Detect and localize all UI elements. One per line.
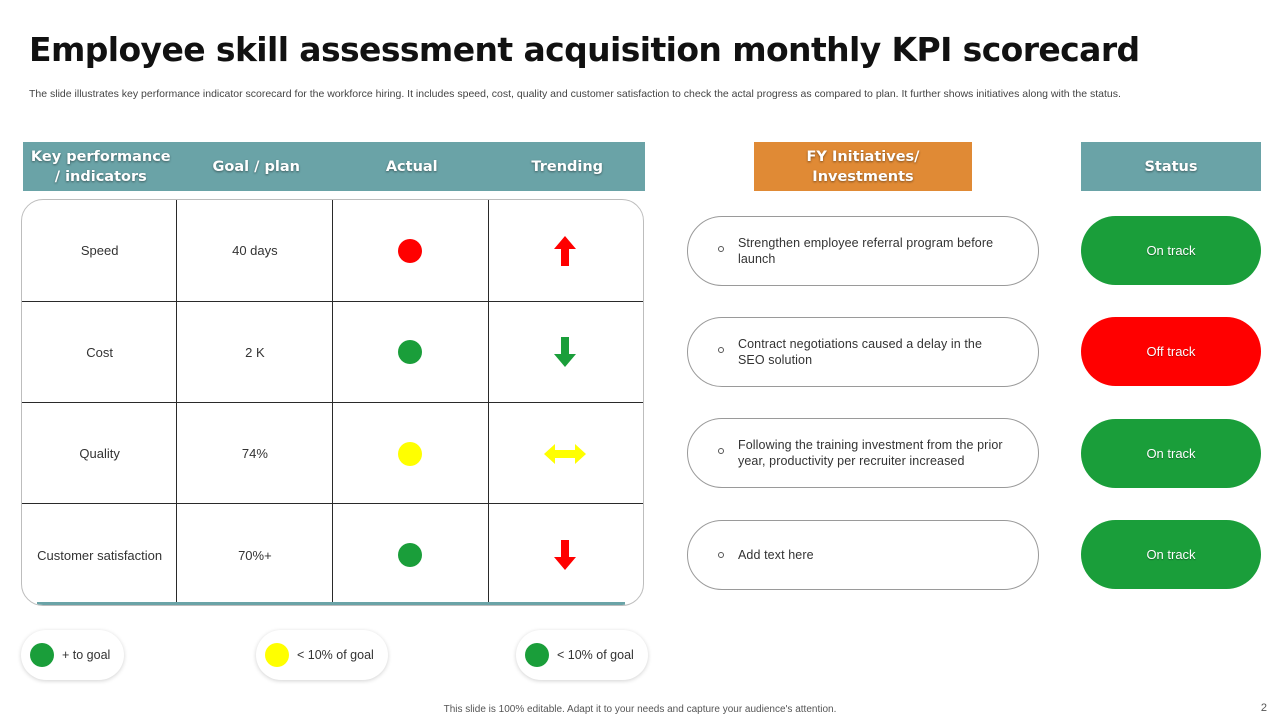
slide-subtitle: The slide illustrates key performance in… bbox=[29, 88, 1121, 100]
initiative-text: Following the training investment from t… bbox=[738, 438, 1003, 468]
row-divider bbox=[22, 402, 643, 403]
goal-cell: 74% bbox=[241, 446, 268, 462]
initiative-item: Following the training investment from t… bbox=[687, 418, 1039, 488]
actual-cell bbox=[333, 302, 488, 404]
bullet-icon bbox=[718, 448, 724, 454]
status-badge: On track bbox=[1081, 216, 1261, 285]
initiative-item: Contract negotiations caused a delay in … bbox=[687, 317, 1039, 387]
header-actual: Actual bbox=[385, 158, 438, 175]
header-kpi-indicators: Key performance / indicators bbox=[30, 148, 171, 185]
table-row: Speed 40 days bbox=[22, 200, 643, 302]
initiative-text: Strengthen employee referral program bef… bbox=[738, 236, 994, 266]
initiative-item: Add text here bbox=[687, 520, 1039, 590]
legend-dot-icon bbox=[525, 643, 549, 667]
legend-dot-icon bbox=[30, 643, 54, 667]
bullet-icon bbox=[718, 552, 724, 558]
bullet-icon bbox=[718, 347, 724, 353]
footer-note: This slide is 100% editable. Adapt it to… bbox=[443, 704, 837, 715]
slide-title: Employee skill assessment acquisition mo… bbox=[29, 30, 1140, 69]
row-divider bbox=[22, 503, 643, 504]
trend-cell bbox=[488, 505, 643, 606]
legend-label: + to goal bbox=[62, 648, 111, 662]
kpi-table-header: Key performance / indicators Goal / plan… bbox=[23, 142, 645, 191]
actual-cell bbox=[333, 200, 488, 302]
status-dot-icon bbox=[398, 543, 423, 568]
initiative-item: Strengthen employee referral program bef… bbox=[687, 216, 1039, 286]
initiative-text: Add text here bbox=[738, 548, 814, 562]
actual-cell bbox=[333, 505, 488, 606]
table-row: Customer satisfaction 70%+ bbox=[22, 505, 643, 606]
arrow-down-icon bbox=[554, 540, 577, 571]
indicator-cell: Customer satisfaction bbox=[37, 547, 163, 563]
legend-dot-icon bbox=[265, 643, 289, 667]
table-row: Cost 2 K bbox=[22, 302, 643, 404]
goal-cell: 40 days bbox=[232, 243, 278, 259]
initiative-text: Contract negotiations caused a delay in … bbox=[738, 337, 983, 367]
trend-cell bbox=[488, 302, 643, 404]
page-number: 2 bbox=[1260, 702, 1267, 714]
status-header: Status bbox=[1081, 142, 1261, 191]
header-goal-plan: Goal / plan bbox=[212, 158, 300, 175]
arrow-up-icon bbox=[554, 235, 577, 266]
status-badge: On track bbox=[1081, 419, 1261, 488]
goal-cell: 70%+ bbox=[238, 547, 272, 563]
table-bottom-accent bbox=[37, 602, 625, 605]
status-dot-icon bbox=[398, 238, 423, 263]
legend-label: < 10% of goal bbox=[557, 648, 634, 662]
status-dot-icon bbox=[398, 441, 423, 466]
kpi-table: Speed 40 days Cost 2 K Quality 74% Custo… bbox=[21, 199, 644, 606]
table-row: Quality 74% bbox=[22, 403, 643, 505]
legend-label: < 10% of goal bbox=[297, 648, 374, 662]
indicator-cell: Cost bbox=[86, 344, 113, 360]
indicator-cell: Speed bbox=[80, 243, 119, 259]
arrow-down-icon bbox=[554, 337, 577, 368]
legend-item: + to goal bbox=[21, 630, 125, 680]
trend-cell bbox=[488, 200, 643, 302]
row-divider bbox=[22, 301, 643, 302]
indicator-cell: Quality bbox=[79, 446, 120, 462]
legend-item: < 10% of goal bbox=[516, 630, 648, 680]
legend-item: < 10% of goal bbox=[256, 630, 388, 680]
status-badge: On track bbox=[1081, 520, 1261, 589]
goal-cell: 2 K bbox=[245, 344, 265, 360]
status-dot-icon bbox=[398, 340, 423, 365]
actual-cell bbox=[333, 403, 488, 505]
status-badge: Off track bbox=[1081, 317, 1261, 386]
arrow-left-right-icon bbox=[544, 443, 587, 464]
initiatives-header: FY Initiatives/ Investments bbox=[754, 142, 972, 191]
header-trending: Trending bbox=[531, 158, 604, 175]
bullet-icon bbox=[718, 246, 724, 252]
trend-cell bbox=[488, 403, 643, 505]
